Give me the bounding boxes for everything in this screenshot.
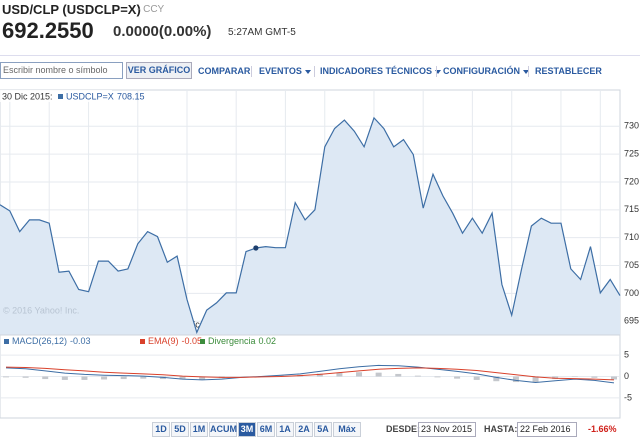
y-tick-label: 715 <box>624 204 639 214</box>
divergence-bar <box>42 377 48 380</box>
divergence-bar <box>591 377 597 378</box>
from-input[interactable]: 23 Nov 2015 <box>418 422 476 437</box>
chart: 695700705710715720725730201530 Nov7 Dic1… <box>0 0 640 420</box>
divergence-bar <box>140 377 146 379</box>
range-button[interactable]: ACUM <box>209 422 237 437</box>
range-button[interactable]: 1D <box>152 422 170 437</box>
divergence-bar <box>513 377 519 383</box>
range-button[interactable]: 3M <box>238 422 256 437</box>
divergence-bar <box>23 377 29 378</box>
range-button[interactable]: 1A <box>276 422 294 437</box>
y-tick-label: -5 <box>624 392 632 402</box>
from-label: DESDE: <box>386 424 420 434</box>
legend-entry: EMA(9)-0.05 <box>148 336 202 346</box>
divergence-bar <box>434 377 440 378</box>
to-input[interactable]: 22 Feb 2016 <box>517 422 577 437</box>
divergence-bar <box>356 372 362 376</box>
y-tick-label: 710 <box>624 232 639 242</box>
legend-value: 708.15 <box>117 91 145 101</box>
range-button[interactable]: 1M <box>190 422 208 437</box>
divergence-bar <box>376 373 382 377</box>
legend-swatch <box>4 339 9 344</box>
divergence-bar <box>101 377 107 380</box>
legend-value: -0.03 <box>70 336 91 346</box>
legend-value: -0.05 <box>182 336 203 346</box>
range-change: -1.66% <box>588 424 617 434</box>
y-tick-label: 720 <box>624 176 639 186</box>
legend-name: MACD(26,12) <box>12 336 67 346</box>
y-tick-label: 0 <box>624 371 629 381</box>
legend-entry: MACD(26,12)-0.03 <box>12 336 91 346</box>
range-button[interactable]: 5A <box>314 422 332 437</box>
y-tick-label: 730 <box>624 121 639 131</box>
crosshair-date: 30 Dic 2015: <box>2 91 53 101</box>
divergence-bar <box>474 377 480 380</box>
range-button[interactable]: 2A <box>295 422 313 437</box>
range-button[interactable]: 5D <box>171 422 189 437</box>
range-button[interactable]: Máx <box>333 422 361 437</box>
divergence-bar <box>121 377 127 380</box>
divergence-bar <box>454 377 460 379</box>
divergence-bar <box>3 377 9 378</box>
y-tick-label: 725 <box>624 148 639 158</box>
to-label: HASTA: <box>484 424 517 434</box>
legend-swatch <box>58 94 63 99</box>
legend-name: Divergencia <box>208 336 256 346</box>
legend-swatch <box>200 339 205 344</box>
y-tick-label: 695 <box>624 316 639 326</box>
divergence-bar <box>395 374 401 377</box>
y-tick-label: 705 <box>624 260 639 270</box>
divergence-bar <box>81 377 87 380</box>
divergence-bar <box>611 377 617 380</box>
range-button[interactable]: 6M <box>257 422 275 437</box>
y-tick-label: 700 <box>624 288 639 298</box>
legend-swatch <box>140 339 145 344</box>
legend-value: 0.02 <box>259 336 277 346</box>
divergence-bar <box>62 377 68 380</box>
highlight-point <box>253 245 258 250</box>
y-tick-label: 5 <box>624 349 629 359</box>
watermark: © 2016 Yahoo! Inc. <box>3 305 79 315</box>
legend-name: USDCLP=X <box>66 91 114 101</box>
legend-name: EMA(9) <box>148 336 179 346</box>
divergence-bar <box>415 376 421 377</box>
